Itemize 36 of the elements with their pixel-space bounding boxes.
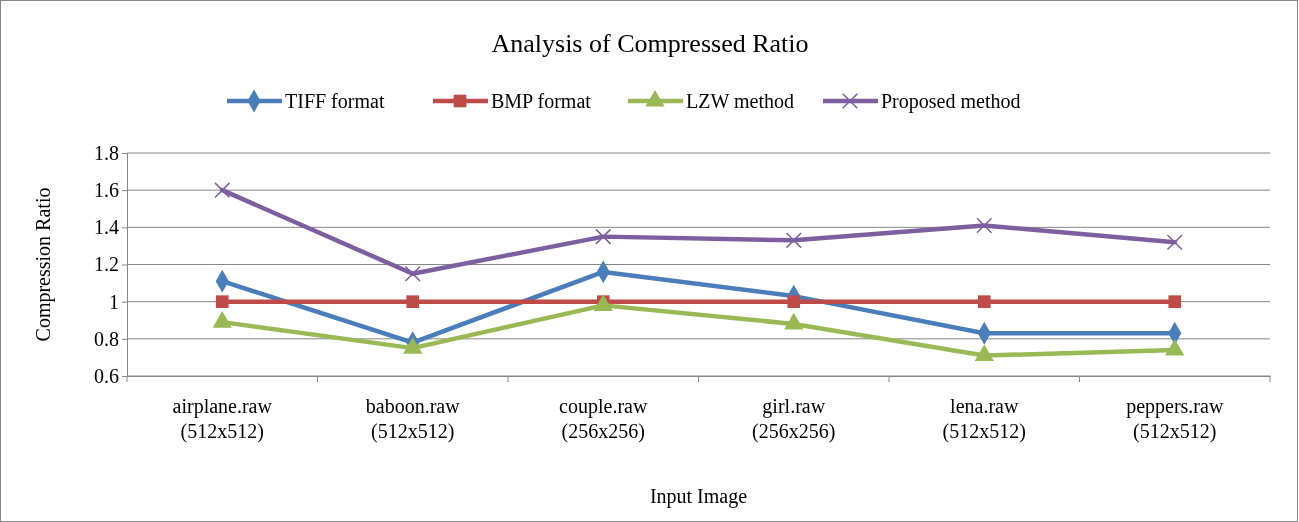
x-tick-label: baboon.raw (512x512) xyxy=(365,395,461,443)
legend-label: BMP format xyxy=(491,90,592,112)
chart-title: Analysis of Compressed Ratio xyxy=(491,29,809,58)
y-tick-label: 0.6 xyxy=(94,364,119,387)
point xyxy=(784,312,804,330)
legend-label: LZW method xyxy=(686,90,794,112)
point xyxy=(1166,234,1183,251)
point xyxy=(403,337,423,354)
x-tick-label: lena.raw (512x512) xyxy=(942,395,1026,443)
point xyxy=(215,295,229,308)
x-tick-label: couple.raw (256x256) xyxy=(559,395,648,443)
point xyxy=(977,295,991,308)
point xyxy=(974,344,994,362)
y-axis-title: Compression Ratio xyxy=(32,187,55,342)
point xyxy=(976,217,993,234)
x-tick-label: peppers.raw (512x512) xyxy=(1126,395,1224,443)
point xyxy=(787,295,801,308)
point xyxy=(595,228,612,245)
point xyxy=(1165,338,1185,356)
y-tick-label: 1 xyxy=(109,290,119,313)
x-axis-title: Input Image xyxy=(649,485,748,508)
y-tick-label: 1.6 xyxy=(94,179,119,202)
point xyxy=(404,265,421,282)
point xyxy=(785,232,802,249)
point xyxy=(212,311,232,328)
y-tick-label: 1.8 xyxy=(94,141,119,164)
y-tick-label: 0.8 xyxy=(94,327,119,350)
legend-label: Proposed method xyxy=(881,90,1021,113)
y-tick-label: 1.2 xyxy=(94,253,119,276)
point xyxy=(1168,295,1182,308)
y-tick-label: 1.4 xyxy=(94,216,119,239)
x-tick-label: girl.raw (256x256) xyxy=(752,395,836,443)
point xyxy=(406,295,420,308)
legend-label: TIFF format xyxy=(285,90,385,112)
point xyxy=(214,182,231,199)
x-tick-label: airplane.raw (512x512) xyxy=(172,395,273,443)
